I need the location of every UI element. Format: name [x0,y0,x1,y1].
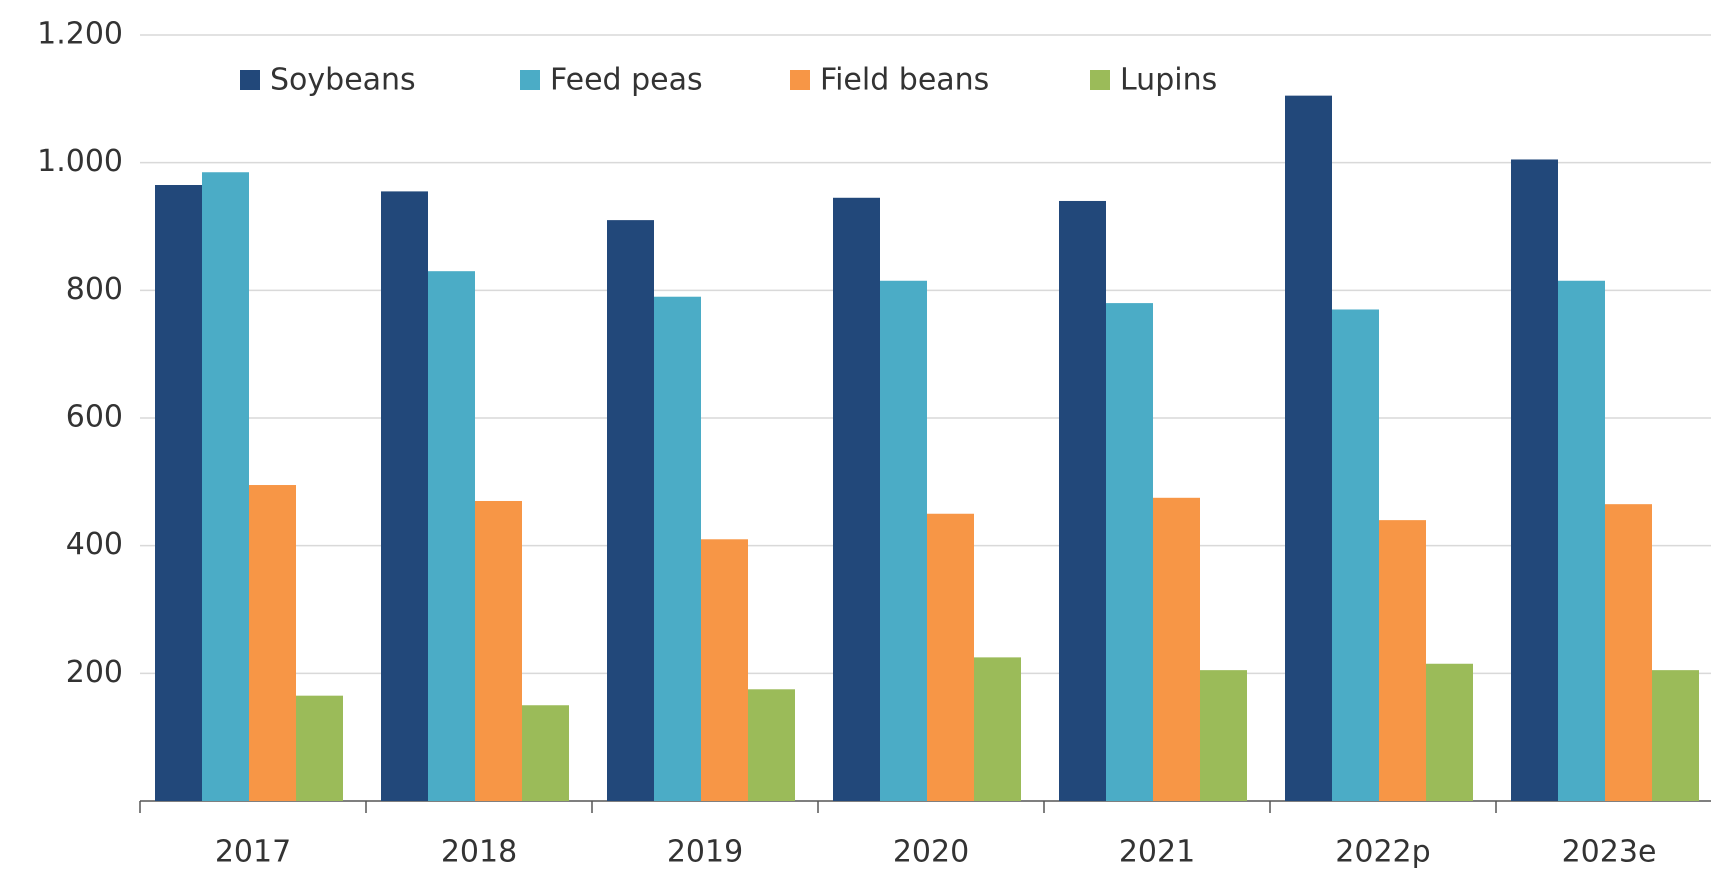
bar [1106,303,1153,801]
bar [296,695,343,801]
legend-label: Lupins [1120,63,1217,98]
bar [1379,520,1426,801]
legend-swatch [240,70,260,90]
bar [701,539,748,801]
bar [748,689,795,801]
legend-swatch [790,70,810,90]
bar [880,280,927,802]
y-tick-label: 1.000 [37,144,123,179]
x-tick-label: 2018 [441,835,517,870]
x-tick-label: 2019 [667,835,743,870]
bar [428,271,475,801]
x-tick-label: 2023e [1562,835,1657,870]
bar [1200,670,1247,801]
bar [1285,95,1332,802]
bar [249,485,296,801]
bar [1153,497,1200,801]
x-tick-label: 2020 [893,835,969,870]
bar [202,172,249,801]
bar [1059,200,1106,801]
x-tick-label: 2017 [215,835,291,870]
bar [1332,309,1379,801]
x-tick-label: 2022p [1335,835,1430,870]
legend-label: Field beans [820,63,989,98]
legend-label: Soybeans [270,63,416,98]
bar [1558,280,1605,802]
bar [1605,504,1652,801]
bar [381,191,428,801]
bar [974,657,1021,801]
bar [654,296,701,801]
bar [607,220,654,801]
bar [927,513,974,801]
bar [1426,663,1473,801]
legend-swatch [1090,70,1110,90]
legend-label: Feed peas [550,63,703,98]
y-tick-label: 600 [66,400,123,435]
y-tick-label: 1.200 [37,17,123,52]
y-tick-label: 200 [66,655,123,690]
y-tick-label: 400 [66,527,123,562]
bar [475,500,522,801]
bar [1511,159,1558,802]
bar [833,197,880,801]
y-tick-label: 800 [66,272,123,307]
legend-swatch [520,70,540,90]
x-tick-label: 2021 [1119,835,1195,870]
bar [522,705,569,801]
bar [1652,670,1699,801]
bar [155,185,202,802]
